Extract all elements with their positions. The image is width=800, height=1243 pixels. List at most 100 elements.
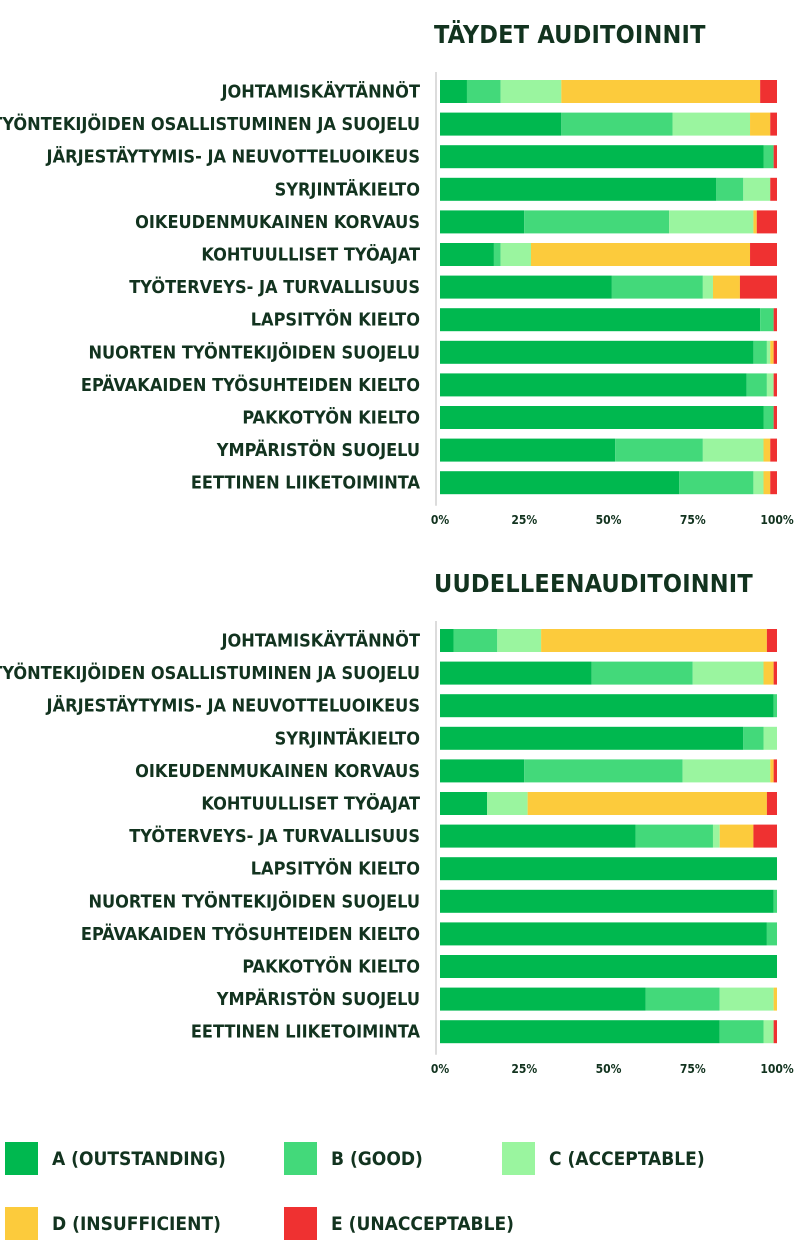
category-label: OIKEUDENMUKAINEN KORVAUS	[135, 212, 420, 233]
legend: A (OUTSTANDING) B (GOOD) C (ACCEPTABLE) …	[0, 1130, 800, 1243]
category-label: SYRJINTÄKIELTO	[275, 727, 420, 749]
chart-full-audits: JOHTAMISKÄYTÄNNÖT TYÖNTEKIJÖIDEN OSALLIST…	[0, 72, 794, 527]
bar-segment-c-acceptable	[702, 438, 764, 462]
bar-segment-b-good	[716, 177, 744, 201]
bar-segment-c-acceptable	[766, 373, 774, 397]
legend-label-b: B (GOOD)	[331, 1147, 423, 1170]
bar-segment-d-insufficient	[750, 112, 771, 136]
bar-segment-b-good	[561, 112, 673, 136]
bar-segment-c-acceptable	[753, 471, 764, 495]
category-label: NUORTEN TYÖNTEKIJÖIDEN SUOJELU	[88, 890, 420, 912]
bar-segment-a-outstanding	[440, 210, 525, 234]
chart-re-audits: JOHTAMISKÄYTÄNNÖT TYÖNTEKIJÖIDEN OSALLIST…	[0, 621, 794, 1076]
bar-segment-a-outstanding	[440, 824, 636, 848]
bar-segment-b-good	[743, 726, 764, 750]
bar-segment-b-good	[763, 145, 774, 169]
bar-segment-e-unacceptable	[739, 275, 777, 299]
legend-item-c: C (ACCEPTABLE)	[502, 1142, 705, 1175]
bar-segment-d-insufficient	[770, 340, 774, 364]
legend-label-c: C (ACCEPTABLE)	[549, 1147, 705, 1170]
bar-segment-c-acceptable	[719, 987, 774, 1011]
bar-segment-e-unacceptable	[773, 661, 777, 685]
legend-item-d: D (INSUFFICIENT)	[5, 1207, 221, 1240]
category-label: YMPÄRISTÖN SUOJELU	[216, 988, 420, 1010]
bar-segment-a-outstanding	[440, 112, 562, 136]
category-label: TYÖTERVEYS- JA TURVALLISUUS	[129, 276, 420, 298]
bar-segment-d-insufficient	[527, 792, 767, 815]
legend-swatch-e	[284, 1207, 317, 1240]
bar-segment-a-outstanding	[440, 177, 717, 201]
bar-segment-b-good	[524, 759, 683, 783]
category-label: SYRJINTÄKIELTO	[275, 178, 420, 200]
bar-segment-e-unacceptable	[770, 471, 777, 495]
bar-segment-c-acceptable	[743, 177, 771, 201]
bar-segment-b-good	[719, 1020, 764, 1044]
x-tick-label: 75%	[680, 513, 706, 527]
x-tick-label: 25%	[511, 1062, 537, 1076]
bar-segment-a-outstanding	[440, 759, 525, 783]
bar-segment-c-acceptable	[672, 112, 751, 136]
bar-segment-a-outstanding	[440, 857, 777, 881]
chart-title-re-audits: UUDELLEENAUDITOINNIT	[434, 569, 753, 598]
bar-segment-a-outstanding	[440, 308, 761, 332]
bar-segment-c-acceptable	[763, 726, 777, 750]
bar-segment-d-insufficient	[541, 629, 767, 652]
bar-segment-b-good	[524, 210, 670, 234]
legend-item-b: B (GOOD)	[284, 1142, 423, 1175]
bar-segment-a-outstanding	[440, 438, 616, 462]
category-label: EETTINEN LIIKETOIMINTA	[191, 1022, 421, 1043]
bar-segment-a-outstanding	[440, 726, 744, 750]
bar-segment-c-acceptable	[497, 629, 542, 652]
bar-segment-d-insufficient	[773, 987, 777, 1011]
bar-segment-b-good	[753, 340, 767, 364]
bar-segment-c-acceptable	[702, 275, 713, 299]
bar-segment-c-acceptable	[487, 792, 528, 815]
bar-segment-b-good	[766, 922, 777, 946]
category-label: EPÄVAKAIDEN TYÖSUHTEIDEN KIELTO	[81, 374, 420, 396]
bar-segment-e-unacceptable	[773, 145, 777, 169]
legend-swatch-a	[5, 1142, 38, 1175]
bar-segment-e-unacceptable	[750, 243, 777, 266]
x-tick-label: 100%	[760, 1062, 794, 1076]
category-label: YMPÄRISTÖN SUOJELU	[216, 439, 420, 461]
bar-segment-c-acceptable	[692, 661, 764, 685]
bar-segment-a-outstanding	[440, 955, 777, 978]
bar-segment-d-insufficient	[561, 80, 761, 103]
bar-segment-c-acceptable	[766, 340, 771, 364]
x-tick-label: 50%	[596, 513, 622, 527]
x-tick-label: 75%	[680, 1062, 706, 1076]
bar-segment-b-good	[746, 373, 767, 397]
bar-segment-b-good	[763, 406, 774, 429]
bar-segment-b-good	[635, 824, 713, 848]
bar-segment-b-good	[679, 471, 754, 495]
bar-segment-c-acceptable	[712, 824, 720, 848]
bar-segment-a-outstanding	[440, 987, 646, 1011]
category-label: OIKEUDENMUKAINEN KORVAUS	[135, 761, 420, 782]
bar-segment-a-outstanding	[440, 80, 467, 103]
bar-segment-c-acceptable	[500, 243, 531, 266]
bar-segment-d-insufficient	[530, 243, 751, 266]
bar-segment-e-unacceptable	[773, 406, 777, 429]
bar-segment-a-outstanding	[440, 661, 592, 685]
category-label: TYÖNTEKIJÖIDEN OSALLISTUMINEN JA SUOJELU	[0, 113, 420, 135]
bar-segment-a-outstanding	[440, 243, 494, 266]
bar-segment-a-outstanding	[440, 145, 764, 169]
bar-segment-e-unacceptable	[773, 308, 777, 332]
category-label: PAKKOTYÖN KIELTO	[242, 407, 420, 429]
bar-segment-a-outstanding	[440, 629, 454, 652]
legend-swatch-d	[5, 1207, 38, 1240]
bar-segment-e-unacceptable	[773, 1020, 777, 1044]
bar-segment-d-insufficient	[712, 275, 740, 299]
bar-segment-e-unacceptable	[766, 792, 777, 815]
x-tick-label: 100%	[760, 513, 794, 527]
x-tick-label: 0%	[431, 1062, 450, 1076]
bar-segment-b-good	[615, 438, 703, 462]
legend-item-e: E (UNACCEPTABLE)	[284, 1207, 514, 1240]
bar-segment-b-good	[645, 987, 720, 1011]
bar-segment-a-outstanding	[440, 694, 774, 718]
legend-item-a: A (OUTSTANDING)	[5, 1142, 226, 1175]
bar-segment-e-unacceptable	[773, 373, 777, 397]
bar-segment-b-good	[591, 661, 693, 685]
category-label: EETTINEN LIIKETOIMINTA	[191, 473, 421, 494]
bar-segment-b-good	[611, 275, 703, 299]
